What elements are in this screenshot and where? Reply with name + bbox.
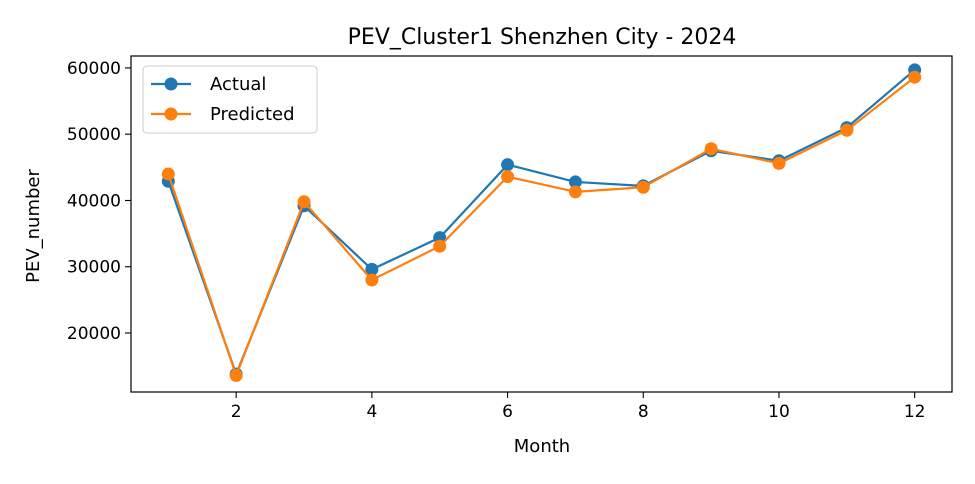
y-axis-label: PEV_number [23, 169, 44, 283]
y-tick-label: 20000 [67, 324, 121, 344]
data-point-predicted [501, 170, 515, 184]
data-point-predicted [297, 195, 311, 209]
data-point-predicted [365, 273, 379, 287]
x-tick-label: 6 [502, 402, 513, 422]
plot-frame [130, 55, 953, 393]
x-axis-label: Month [514, 436, 570, 457]
legend-marker-actual [164, 77, 178, 91]
legend: Actual Predicted [142, 65, 318, 134]
data-point-predicted [772, 156, 786, 170]
data-point-predicted [161, 167, 175, 181]
x-tick-label: 12 [904, 402, 926, 422]
y-tick-label: 50000 [67, 125, 121, 145]
data-point-predicted [636, 180, 650, 194]
legend-box [142, 65, 318, 134]
legend-marker-predicted [164, 107, 178, 121]
legend-label: Actual [210, 74, 266, 95]
x-tick-label: 4 [366, 402, 377, 422]
data-point-predicted [229, 368, 243, 382]
series-line-actual [167, 69, 916, 376]
data-point-actual [365, 262, 379, 276]
data-point-predicted [568, 185, 582, 199]
data-point-predicted [433, 239, 447, 253]
x-tick-label: 8 [638, 402, 649, 422]
y-tick-label: 60000 [67, 59, 121, 79]
data-point-predicted [908, 70, 922, 84]
y-tick-label: 30000 [67, 258, 121, 278]
x-tick-label: 2 [231, 402, 242, 422]
series-line-predicted [167, 76, 916, 377]
data-point-predicted [704, 142, 718, 156]
plot-area: 2 4 6 8 10 12 20000 30000 40000 50000 60000 [67, 55, 953, 422]
legend-label: Predicted [210, 104, 295, 125]
data-point-predicted [840, 123, 854, 137]
x-tick-label: 10 [768, 402, 790, 422]
y-tick-label: 40000 [67, 191, 121, 211]
data-point-actual [568, 175, 582, 189]
chart-title: PEV_Cluster1 Shenzhen City - 2024 [348, 25, 737, 50]
data-point-actual [501, 158, 515, 172]
